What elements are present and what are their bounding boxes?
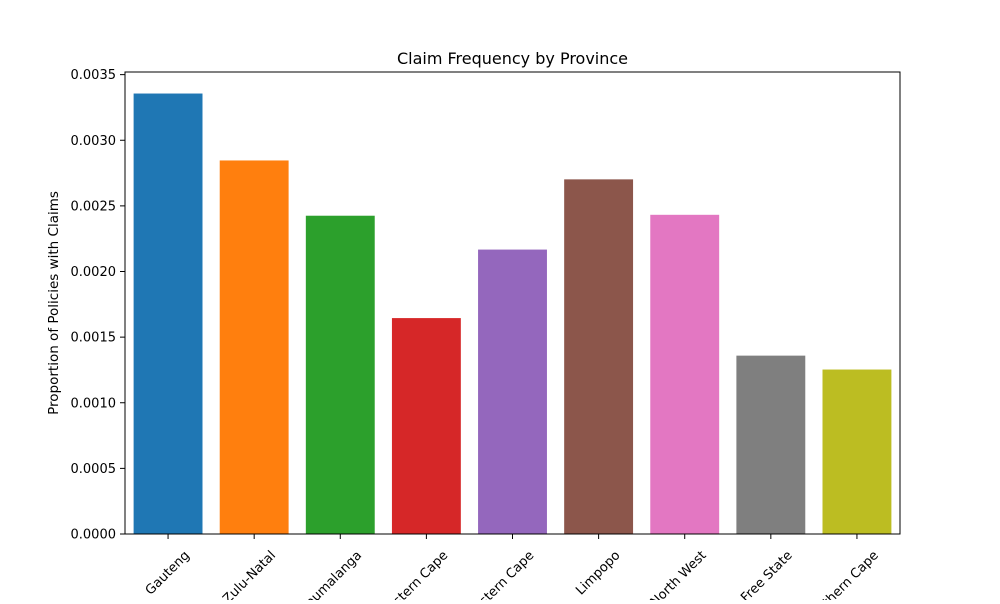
x-tick-label: North West — [648, 548, 710, 600]
x-tick-label: Free State — [738, 548, 795, 600]
y-tick-label: 0.0035 — [71, 68, 117, 83]
y-axis: 0.0000 0.0005 0.0010 0.0015 0.0020 0.0025 0.00… — [71, 68, 125, 543]
plot-frame — [124, 71, 901, 535]
x-axis: Gauteng KwaZulu-Natal Mpumalanga Western Ca… — [143, 534, 882, 600]
x-tick-label: KwaZulu-Natal — [201, 548, 279, 600]
y-tick-label: 0.0025 — [71, 199, 117, 214]
bar-northern-cape — [822, 369, 892, 534]
x-tick-label: Limpopo — [573, 548, 623, 598]
bar-free-state — [736, 355, 806, 534]
y-tick-label: 0.0005 — [71, 462, 117, 477]
x-tick-label: Northern Cape — [804, 548, 882, 600]
y-tick-label: 0.0030 — [71, 134, 117, 149]
x-tick-label: Mpumalanga — [295, 548, 365, 600]
y-tick-label: 0.0015 — [71, 331, 117, 346]
bar-eastern-cape — [478, 249, 547, 534]
y-axis-label: Proportion of Policies with Claims — [46, 191, 62, 415]
y-tick-label: 0.0010 — [71, 396, 117, 411]
x-tick-label: Gauteng — [143, 548, 193, 598]
x-tick-label: Western Cape — [376, 548, 451, 600]
y-tick-label: 0.0000 — [71, 528, 117, 543]
y-tick-label: 0.0020 — [71, 265, 117, 280]
bars-layer — [133, 93, 892, 535]
chart-title: Claim Frequency by Province — [397, 49, 628, 68]
x-tick-label: Eastern Cape — [465, 548, 537, 600]
bar-gauteng — [133, 93, 203, 534]
bar-limpopo — [564, 179, 634, 535]
bar-kwazulu-natal — [219, 160, 289, 534]
bar-north-west — [650, 214, 720, 535]
bar-western-cape — [391, 318, 461, 534]
bar-mpumalanga — [305, 215, 375, 534]
